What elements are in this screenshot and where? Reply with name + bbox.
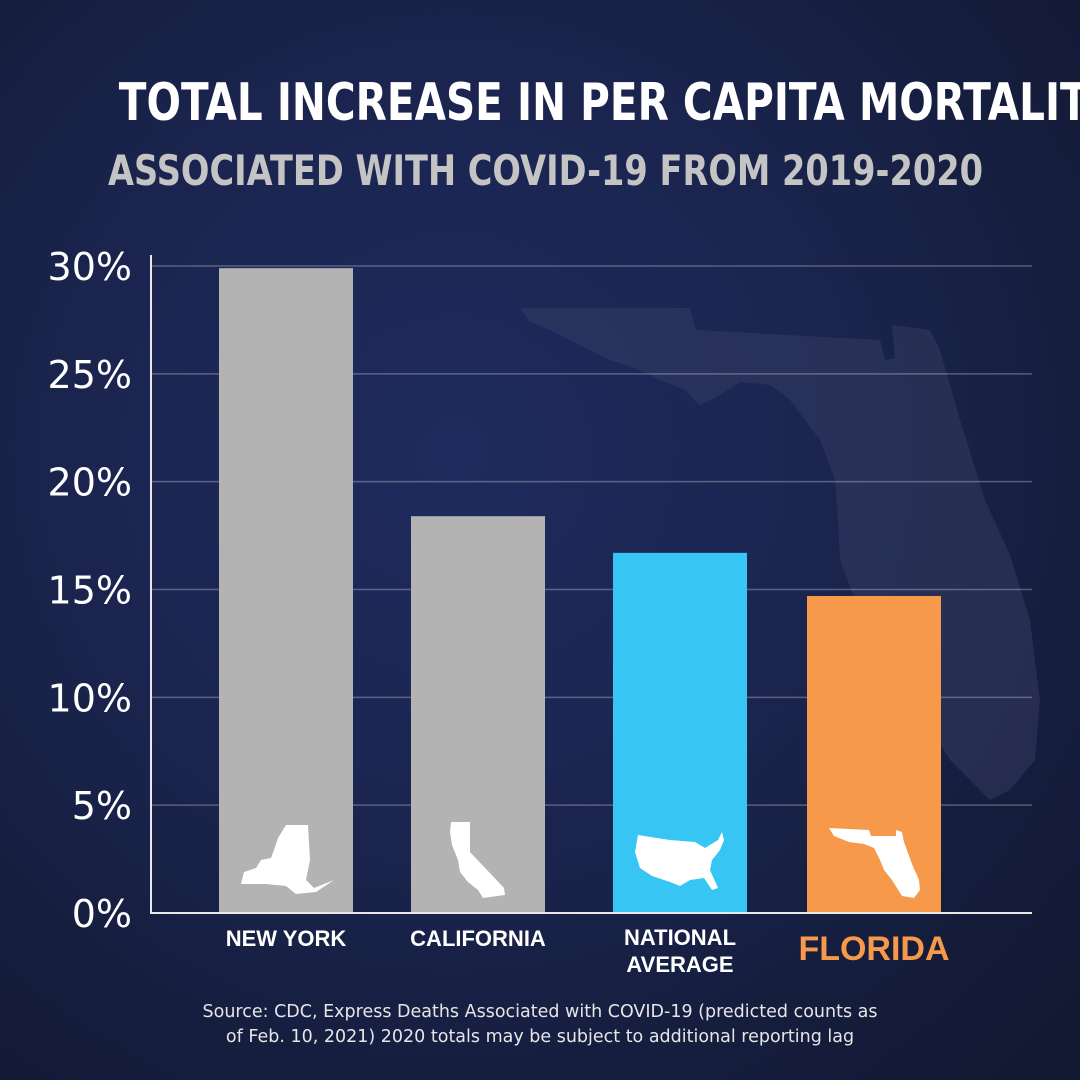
- x-category-label: FLORIDA: [798, 930, 949, 968]
- bar-new-york: [219, 268, 353, 913]
- usa-map-icon: [635, 832, 724, 890]
- chart-title: TOTAL INCREASE IN PER CAPITA MORTALITY: [118, 73, 1080, 133]
- y-tick-label: 25%: [48, 353, 132, 397]
- y-tick-label: 30%: [48, 245, 132, 289]
- source-note: Source: CDC, Express Deaths Associated w…: [0, 1000, 1080, 1050]
- bar-florida: [807, 595, 941, 913]
- x-category-label: AVERAGE: [626, 952, 733, 977]
- bar-california: [411, 516, 545, 913]
- x-category-label: CALIFORNIA: [410, 926, 546, 951]
- y-tick-label: 15%: [48, 569, 132, 613]
- florida-state-icon: [829, 828, 920, 898]
- x-category-label: NEW YORK: [226, 926, 347, 951]
- florida-background-icon: [520, 308, 1040, 800]
- y-tick-label: 0%: [72, 892, 132, 936]
- chart-subtitle: ASSOCIATED WITH COVID-19 FROM 2019-2020: [108, 146, 984, 195]
- source-line-1: Source: CDC, Express Deaths Associated w…: [202, 1002, 878, 1022]
- source-line-2: of Feb. 10, 2021) 2020 totals may be sub…: [225, 1027, 855, 1047]
- y-tick-label: 5%: [72, 784, 132, 828]
- new-york-state-icon: [241, 825, 334, 894]
- x-category-label: NATIONAL: [624, 925, 736, 950]
- california-state-icon: [450, 822, 505, 898]
- y-tick-label: 10%: [48, 676, 132, 720]
- y-tick-label: 20%: [48, 461, 132, 505]
